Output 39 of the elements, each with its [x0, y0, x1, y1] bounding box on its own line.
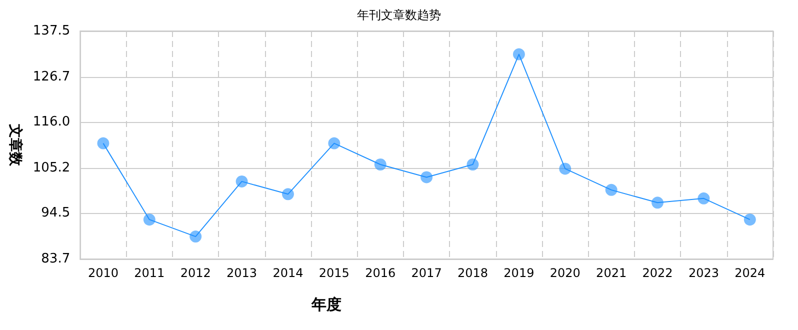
- point: [559, 162, 572, 175]
- y-tick-label: 116.0: [32, 114, 70, 130]
- x-tick-label: 2010: [88, 266, 118, 280]
- x-tick-label: 2015: [318, 266, 350, 280]
- point: [512, 48, 525, 60]
- x-tick-label: 2013: [226, 266, 258, 280]
- x-tick-label: 2021: [596, 266, 627, 280]
- point: [97, 137, 110, 150]
- point: [190, 230, 202, 243]
- y-tick-label: 137.5: [32, 24, 70, 38]
- x-tick-label: 2019: [504, 266, 534, 280]
- y-tick-label: 105.2: [32, 160, 70, 176]
- y-axis-title: 文章数: [7, 123, 24, 167]
- x-axis-title: 年度: [310, 296, 342, 314]
- x-tick-label: 2024: [734, 266, 766, 280]
- point: [282, 188, 294, 200]
- x-tick-label: 2017: [411, 266, 442, 280]
- x-tick-label: 2016: [365, 266, 396, 280]
- y-tick-label: 83.7: [41, 252, 70, 266]
- point: [420, 171, 433, 184]
- y-tick-label: 94.5: [41, 206, 70, 221]
- x-tick-label: 2018: [457, 266, 488, 280]
- point: [652, 196, 664, 209]
- x-tick-label: 2023: [688, 266, 719, 280]
- y-tick-label: 126.7: [32, 69, 70, 84]
- x-tick-label: 2022: [642, 266, 673, 280]
- point: [143, 214, 156, 226]
- x-tick-label: 2020: [550, 266, 580, 280]
- point: [698, 192, 710, 204]
- x-tick-label: 2011: [134, 266, 165, 280]
- x-tick-label: 2014: [272, 266, 304, 280]
- point: [605, 184, 618, 196]
- point: [466, 158, 479, 170]
- point: [236, 175, 248, 188]
- point: [744, 214, 756, 226]
- x-tick-label: 2012: [180, 266, 211, 280]
- point: [328, 137, 340, 150]
- chart-title: 年刊文章数趋势: [357, 8, 441, 22]
- point: [374, 158, 386, 170]
